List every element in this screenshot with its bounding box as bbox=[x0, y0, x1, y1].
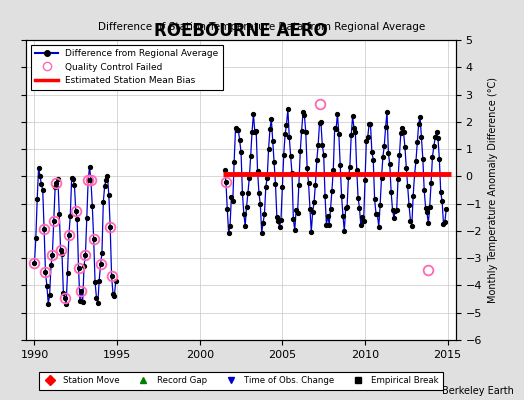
Legend: Station Move, Record Gap, Time of Obs. Change, Empirical Break: Station Move, Record Gap, Time of Obs. C… bbox=[39, 372, 443, 390]
Text: Berkeley Earth: Berkeley Earth bbox=[442, 386, 514, 396]
Title: ROEBOURNE AERO: ROEBOURNE AERO bbox=[154, 22, 328, 40]
Y-axis label: Monthly Temperature Anomaly Difference (°C): Monthly Temperature Anomaly Difference (… bbox=[488, 77, 498, 303]
Text: Difference of Station Temperature Data from Regional Average: Difference of Station Temperature Data f… bbox=[99, 22, 425, 32]
